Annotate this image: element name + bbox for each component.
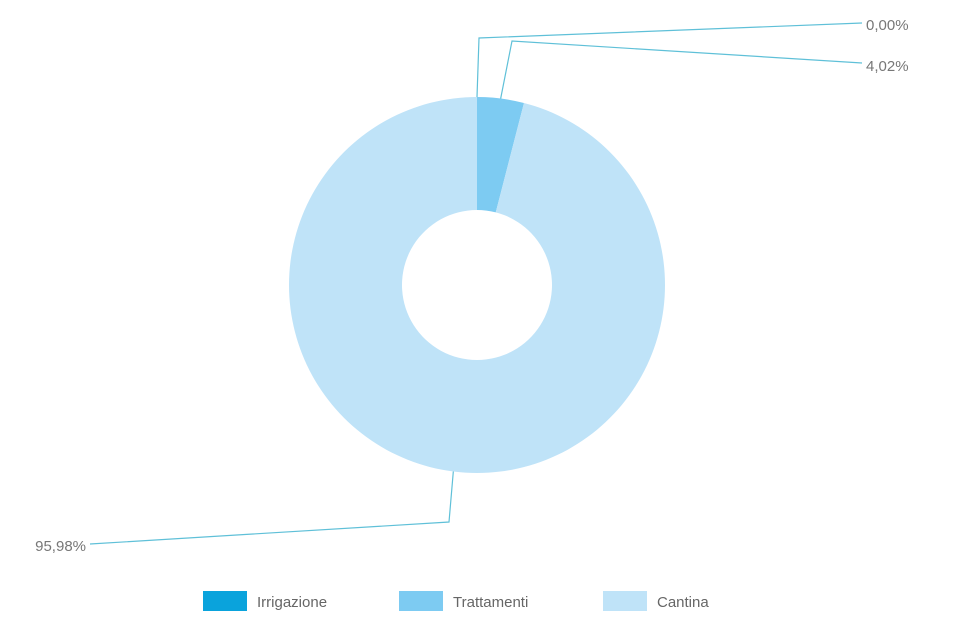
legend-label-cantina: Cantina: [657, 594, 709, 611]
legend-swatch-irrigazione: [203, 591, 247, 611]
legend-item-trattamenti[interactable]: Trattamenti: [399, 591, 528, 611]
legend-swatch-cantina: [603, 591, 647, 611]
legend-item-cantina[interactable]: Cantina: [603, 591, 709, 611]
value-label-cantina: 95,98%: [35, 538, 86, 555]
legend-swatch-trattamenti: [399, 591, 443, 611]
legend-label-irrigazione: Irrigazione: [257, 594, 327, 611]
donut-slices: [289, 97, 665, 473]
leader-lines: [89, 22, 863, 545]
value-labels: 0,00% 4,02% 95,98%: [35, 17, 908, 555]
leader-line-trattamenti: [500, 40, 863, 99]
leader-line-irrigazione: [476, 22, 863, 98]
value-label-trattamenti: 4,02%: [866, 58, 909, 75]
legend-item-irrigazione[interactable]: Irrigazione: [203, 591, 327, 611]
legend-label-trattamenti: Trattamenti: [453, 594, 528, 611]
value-label-irrigazione: 0,00%: [866, 17, 909, 34]
leader-line-cantina: [89, 471, 454, 545]
legend: Irrigazione Trattamenti Cantina: [203, 591, 709, 611]
slice-trattamenti: [477, 97, 524, 213]
slice-cantina: [289, 97, 665, 473]
